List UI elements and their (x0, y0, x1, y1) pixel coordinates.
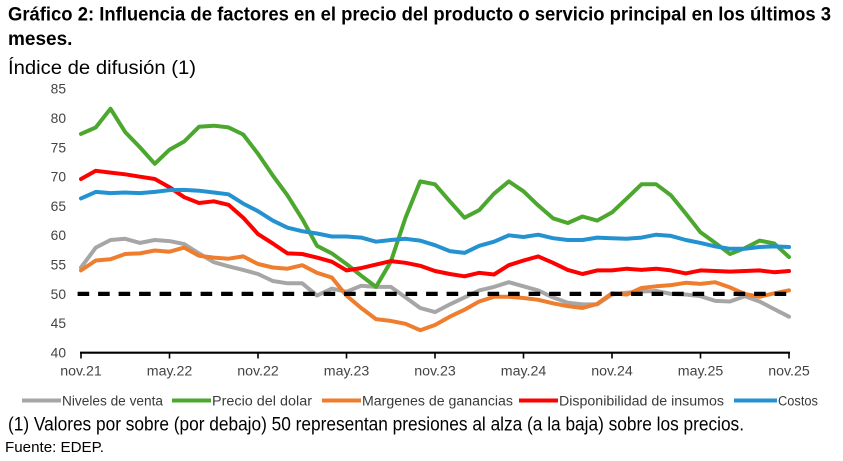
svg-text:45: 45 (51, 316, 67, 331)
svg-text:Niveles de venta: Niveles de venta (62, 393, 163, 408)
svg-text:60: 60 (51, 228, 67, 243)
svg-text:nov.22: nov.22 (237, 364, 279, 380)
svg-text:nov.25: nov.25 (768, 364, 810, 380)
svg-text:Índice de difusión (1): Índice de difusión (1) (8, 58, 196, 79)
svg-text:may.23: may.23 (324, 364, 370, 380)
svg-text:Gráfico 2: Influencia de facto: Gráfico 2: Influencia de factores en el … (8, 4, 831, 25)
svg-text:nov.21: nov.21 (60, 364, 102, 380)
svg-text:55: 55 (51, 258, 67, 273)
svg-text:may.25: may.25 (678, 364, 724, 380)
svg-text:Margenes de ganancias: Margenes de ganancias (362, 393, 513, 408)
svg-text:nov.24: nov.24 (591, 364, 633, 380)
svg-text:50: 50 (51, 287, 67, 302)
svg-text:meses.: meses. (8, 29, 72, 50)
svg-text:70: 70 (51, 170, 67, 185)
svg-text:Disponibilidad de insumos: Disponibilidad de insumos (559, 393, 724, 408)
svg-text:80: 80 (51, 111, 67, 126)
svg-text:nov.23: nov.23 (414, 364, 456, 380)
svg-text:85: 85 (51, 82, 67, 97)
svg-text:65: 65 (51, 199, 67, 214)
svg-text:(1) Valores por sobre (por deb: (1) Valores por sobre (por debajo) 50 re… (8, 415, 744, 436)
svg-text:may.24: may.24 (501, 364, 547, 380)
svg-text:Fuente: EDEP.: Fuente: EDEP. (5, 439, 104, 456)
svg-text:Precio del dolar: Precio del dolar (212, 393, 313, 408)
svg-text:40: 40 (51, 345, 67, 360)
svg-text:Costos: Costos (778, 393, 818, 408)
svg-text:may.22: may.22 (147, 364, 193, 380)
svg-text:75: 75 (51, 140, 67, 155)
